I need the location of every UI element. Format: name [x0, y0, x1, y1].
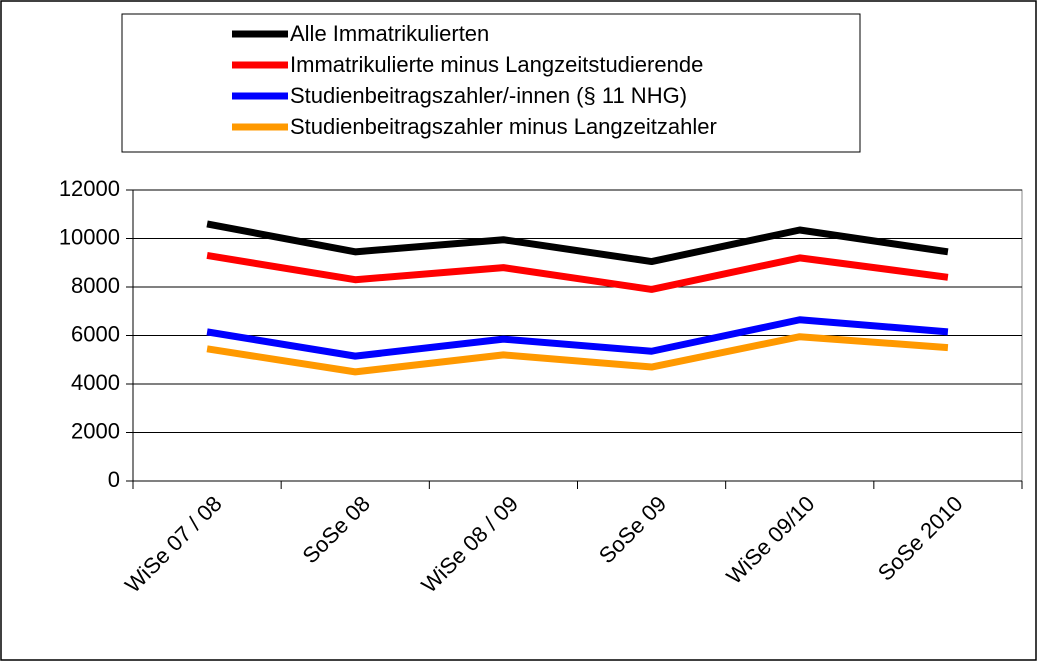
y-tick-label: 2000 [71, 418, 120, 443]
series-line [206, 220, 949, 266]
series-line [206, 333, 949, 376]
legend-label: Studienbeitragszahler/-innen (§ 11 NHG) [290, 83, 687, 108]
y-tick-label: 4000 [71, 370, 120, 395]
y-tick-label: 12000 [59, 176, 120, 201]
y-tick-label: 10000 [59, 224, 120, 249]
series-line [206, 316, 949, 360]
y-tick-label: 0 [108, 467, 120, 492]
y-tick-label: 8000 [71, 273, 120, 298]
legend-label: Alle Immatrikulierten [290, 21, 489, 46]
legend-label: Immatrikulierte minus Langzeitstudierend… [290, 52, 703, 77]
legend-label: Studienbeitragszahler minus Langzeitzahl… [290, 114, 717, 139]
series-line [206, 252, 949, 293]
y-tick-label: 6000 [71, 321, 120, 346]
